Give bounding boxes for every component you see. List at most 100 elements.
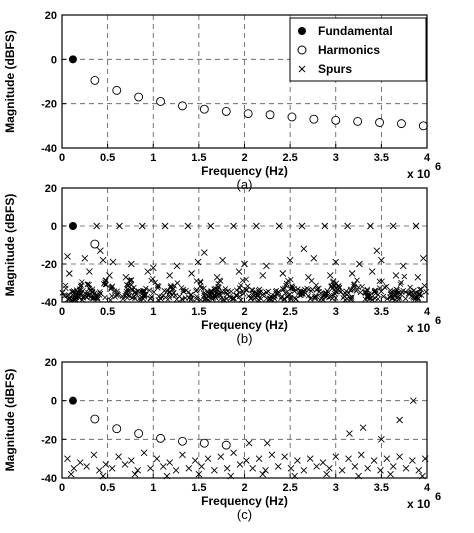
x-tick-label: 2.5: [282, 152, 297, 164]
spur-marker: [285, 277, 291, 284]
spur-marker: [201, 249, 208, 256]
y-tick-label: -20: [41, 434, 57, 446]
spur-marker: [256, 289, 262, 296]
spur-marker: [253, 222, 260, 230]
x-tick-label: 4: [424, 482, 431, 494]
spur-marker: [402, 465, 410, 472]
spur-marker: [394, 290, 400, 297]
spur-marker: [133, 289, 139, 296]
spur-marker: [407, 284, 413, 291]
spur-marker: [338, 289, 344, 295]
spur-marker: [347, 294, 354, 301]
spur-marker: [414, 294, 421, 300]
spur-marker: [283, 280, 290, 287]
x-multiplier-label: x 10: [407, 167, 431, 181]
spur-marker: [376, 278, 383, 285]
spur-marker: [121, 461, 129, 468]
spur-marker: [140, 296, 147, 302]
spur-marker: [280, 286, 287, 293]
spur-marker: [415, 466, 423, 474]
spur-marker: [219, 256, 226, 264]
spur-marker: [330, 292, 337, 299]
fundamental-marker: [68, 396, 77, 405]
spur-marker: [322, 293, 329, 300]
spur-marker: [68, 296, 75, 303]
x-tick-label: 0.5: [100, 306, 115, 318]
spur-marker: [400, 287, 407, 294]
spur-marker: [243, 287, 249, 293]
y-tick-label: 20: [45, 357, 57, 369]
spur-marker: [184, 222, 192, 230]
fundamental-marker: [68, 55, 77, 64]
x-tick-label: 4: [424, 152, 431, 164]
spur-marker: [332, 453, 340, 461]
y-tick-label: 20: [45, 183, 57, 195]
spur-marker: [86, 281, 92, 288]
spur-marker: [305, 273, 312, 281]
spur-marker: [395, 293, 402, 300]
spur-marker: [76, 459, 84, 466]
spur-marker: [396, 453, 403, 461]
spur-marker: [268, 451, 276, 459]
spur-marker: [394, 294, 400, 301]
spur-marker: [332, 258, 340, 266]
spur-marker: [236, 461, 244, 468]
spur-marker: [259, 470, 267, 478]
spur-marker: [340, 295, 346, 301]
spur-marker: [387, 470, 394, 478]
harmonic-marker: [112, 424, 122, 434]
spur-marker: [131, 289, 138, 296]
spur-marker: [156, 293, 162, 300]
spur-marker: [172, 466, 180, 474]
spur-marker: [108, 293, 115, 299]
spur-marker: [91, 290, 98, 296]
x-axis-label: Frequency (Hz): [201, 164, 288, 178]
spur-marker: [287, 296, 294, 302]
y-tick-label: 20: [45, 10, 57, 22]
spur-marker: [417, 286, 423, 293]
x-tick-label: 3: [333, 482, 339, 494]
spur-marker: [323, 470, 330, 478]
spur-marker: [180, 288, 187, 295]
harmonic-marker: [287, 112, 297, 122]
spur-marker: [283, 282, 289, 289]
spur-marker: [151, 289, 157, 295]
spur-marker: [228, 288, 234, 295]
spur-marker: [169, 287, 176, 293]
y-tick-label: 0: [51, 221, 57, 233]
spur-marker: [102, 281, 109, 288]
spur-marker: [289, 283, 295, 289]
spur-marker: [351, 463, 359, 470]
spur-marker: [249, 465, 257, 472]
spur-marker: [392, 272, 400, 279]
spur-marker: [179, 451, 186, 459]
spur-marker: [211, 288, 218, 295]
spur-marker: [381, 284, 388, 291]
spur-marker: [114, 288, 120, 295]
spur-marker: [279, 270, 287, 277]
spur-marker: [401, 273, 408, 280]
harmonic-marker: [90, 239, 100, 249]
spur-marker: [201, 285, 207, 292]
spur-marker: [327, 293, 334, 300]
x-axis-label: Frequency (Hz): [201, 494, 288, 508]
spur-marker: [148, 277, 155, 284]
spur-marker: [310, 254, 318, 262]
legend: Fundamental Harmonics Spurs: [289, 17, 427, 82]
y-tick-label: -40: [41, 297, 57, 309]
spur-marker: [185, 465, 193, 472]
spur-marker: [300, 466, 308, 474]
spur-marker: [402, 295, 409, 302]
spur-marker: [307, 296, 314, 302]
legend-box: [289, 17, 427, 82]
spur-marker: [270, 294, 277, 301]
spur-marker: [353, 288, 360, 294]
harmonic-marker: [156, 433, 166, 443]
spur-marker: [233, 287, 240, 293]
spur-marker: [138, 222, 146, 230]
spur-marker: [321, 222, 329, 230]
x-axis-label: Frequency (Hz): [201, 318, 288, 332]
x-tick-label: 4: [424, 306, 431, 318]
spur-marker: [409, 457, 416, 464]
spur-marker: [314, 286, 321, 292]
